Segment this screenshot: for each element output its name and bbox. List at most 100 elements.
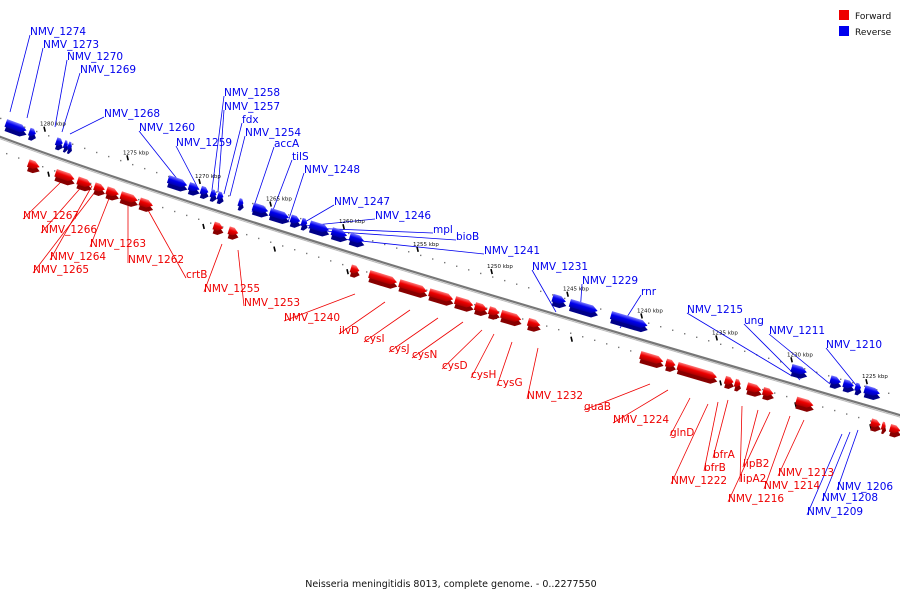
gene-label[interactable]: NMV_1265 [33, 264, 89, 276]
forward-gene-arrow[interactable] [427, 288, 456, 307]
reverse-gene-arrow[interactable] [166, 175, 190, 193]
reverse-gene-arrow[interactable] [54, 137, 66, 151]
gene-label[interactable]: cysH [471, 369, 496, 381]
reverse-gene-arrow[interactable] [198, 185, 211, 200]
gene-label[interactable]: NMV_1269 [80, 64, 136, 76]
legend-forward[interactable]: Forward [839, 10, 891, 22]
gene-label[interactable]: NMV_1254 [245, 127, 301, 139]
reverse-gene-arrow[interactable] [3, 119, 29, 138]
forward-gene-arrow[interactable] [745, 382, 764, 398]
gene-label[interactable]: cysJ [389, 343, 410, 355]
forward-gene-arrow[interactable] [880, 421, 889, 435]
gene-label[interactable]: NMV_1253 [244, 297, 300, 309]
forward-gene-arrow[interactable] [53, 168, 77, 187]
gene-label[interactable]: NMV_1231 [532, 261, 588, 273]
gene-label[interactable]: NMV_1224 [613, 414, 669, 426]
reverse-gene-arrow[interactable] [27, 127, 39, 142]
reverse-gene-arrow[interactable] [65, 141, 74, 155]
gene-label[interactable]: NMV_1206 [837, 481, 893, 493]
gene-label[interactable]: NMV_1208 [822, 492, 878, 504]
gene-label[interactable]: NMV_1259 [176, 137, 232, 149]
forward-gene-arrow[interactable] [675, 361, 719, 385]
gene-label[interactable]: NMV_1270 [67, 51, 123, 63]
reverse-gene-arrow[interactable] [550, 293, 568, 310]
gene-label[interactable]: NMV_1248 [304, 164, 360, 176]
gene-label[interactable]: glnD [670, 427, 694, 439]
gene-label[interactable]: rnr [641, 286, 657, 298]
reverse-gene-arrow[interactable] [61, 140, 70, 153]
gene-label[interactable]: crtB [186, 269, 207, 281]
forward-gene-arrow[interactable] [226, 226, 241, 241]
gene-label[interactable]: bfrB [704, 462, 726, 474]
forward-gene-arrow[interactable] [104, 186, 122, 202]
forward-gene-arrow[interactable] [761, 386, 776, 402]
forward-gene-arrow[interactable] [526, 317, 543, 334]
gene-label[interactable]: NMV_1260 [139, 122, 195, 134]
gene-label[interactable]: NMV_1214 [764, 480, 820, 492]
reverse-gene-arrow[interactable] [250, 202, 270, 220]
gene-label[interactable]: lipA2 [740, 473, 766, 485]
reverse-gene-arrow[interactable] [329, 227, 349, 244]
forward-gene-arrow[interactable] [664, 358, 678, 374]
gene-label[interactable]: NMV_1264 [50, 251, 106, 263]
reverse-gene-arrow[interactable] [288, 214, 303, 229]
gene-label[interactable]: NMV_1216 [728, 493, 784, 505]
forward-gene-arrow[interactable] [26, 159, 43, 175]
gene-label[interactable]: cysG [497, 377, 523, 389]
reverse-gene-arrow[interactable] [828, 375, 843, 390]
forward-gene-arrow[interactable] [733, 378, 744, 393]
reverse-gene-arrow[interactable] [308, 220, 332, 238]
gene-label[interactable]: mpl [433, 224, 453, 236]
gene-label[interactable]: lipB2 [743, 458, 769, 470]
gene-label[interactable]: NMV_1266 [41, 224, 97, 236]
gene-label[interactable]: NMV_1209 [807, 506, 863, 518]
reverse-gene-arrow[interactable] [853, 382, 864, 397]
reverse-gene-arrow[interactable] [268, 207, 292, 226]
gene-label[interactable]: NMV_1215 [687, 304, 743, 316]
forward-gene-arrow[interactable] [137, 197, 155, 213]
forward-gene-arrow[interactable] [794, 396, 816, 414]
forward-gene-arrow[interactable] [888, 423, 900, 439]
gene-label[interactable]: NMV_1240 [284, 312, 340, 324]
gene-label[interactable]: NMV_1268 [104, 108, 160, 120]
gene-label[interactable]: NMV_1222 [671, 475, 727, 487]
forward-gene-arrow[interactable] [473, 302, 490, 318]
reverse-gene-arrow[interactable] [347, 232, 366, 249]
gene-label[interactable]: NMV_1273 [43, 39, 99, 51]
gene-label[interactable]: NMV_1262 [128, 254, 184, 266]
gene-label[interactable]: accA [274, 138, 300, 150]
gene-label[interactable]: NMV_1257 [224, 101, 280, 113]
gene-label[interactable]: NMV_1258 [224, 87, 280, 99]
gene-label[interactable]: NMV_1247 [334, 196, 390, 208]
gene-label[interactable]: fdx [242, 114, 259, 126]
forward-gene-arrow[interactable] [499, 309, 524, 328]
gene-label[interactable]: NMV_1255 [204, 283, 260, 295]
forward-gene-arrow[interactable] [75, 176, 94, 194]
reverse-gene-arrow[interactable] [236, 198, 246, 211]
reverse-gene-arrow[interactable] [609, 311, 650, 334]
gene-label[interactable]: bioB [456, 231, 479, 243]
forward-gene-arrow[interactable] [453, 296, 476, 313]
gene-label[interactable]: NMV_1267 [23, 210, 79, 222]
gene-label[interactable]: NMV_1246 [375, 210, 431, 222]
gene-label[interactable]: NMV_1274 [30, 26, 86, 38]
gene-label[interactable]: NMV_1229 [582, 275, 638, 287]
gene-label[interactable]: NMV_1210 [826, 339, 882, 351]
gene-label[interactable]: NMV_1241 [484, 245, 540, 257]
gene-label[interactable]: tilS [292, 151, 309, 163]
reverse-gene-arrow[interactable] [862, 385, 882, 401]
reverse-gene-arrow[interactable] [841, 379, 856, 394]
forward-gene-arrow[interactable] [211, 221, 226, 237]
reverse-gene-arrow[interactable] [789, 364, 809, 380]
gene-label[interactable]: NMV_1213 [778, 467, 834, 479]
legend-reverse[interactable]: Reverse [839, 26, 892, 38]
gene-label[interactable]: NMV_1263 [90, 238, 146, 250]
forward-gene-arrow[interactable] [348, 264, 362, 279]
forward-gene-arrow[interactable] [367, 270, 400, 290]
gene-label[interactable]: NMV_1211 [769, 325, 825, 337]
gene-label[interactable]: ung [744, 315, 764, 327]
forward-gene-arrow[interactable] [92, 182, 108, 197]
gene-label[interactable]: NMV_1232 [527, 390, 583, 402]
reverse-gene-arrow[interactable] [215, 191, 226, 205]
gene-label[interactable]: cysN [412, 349, 437, 361]
